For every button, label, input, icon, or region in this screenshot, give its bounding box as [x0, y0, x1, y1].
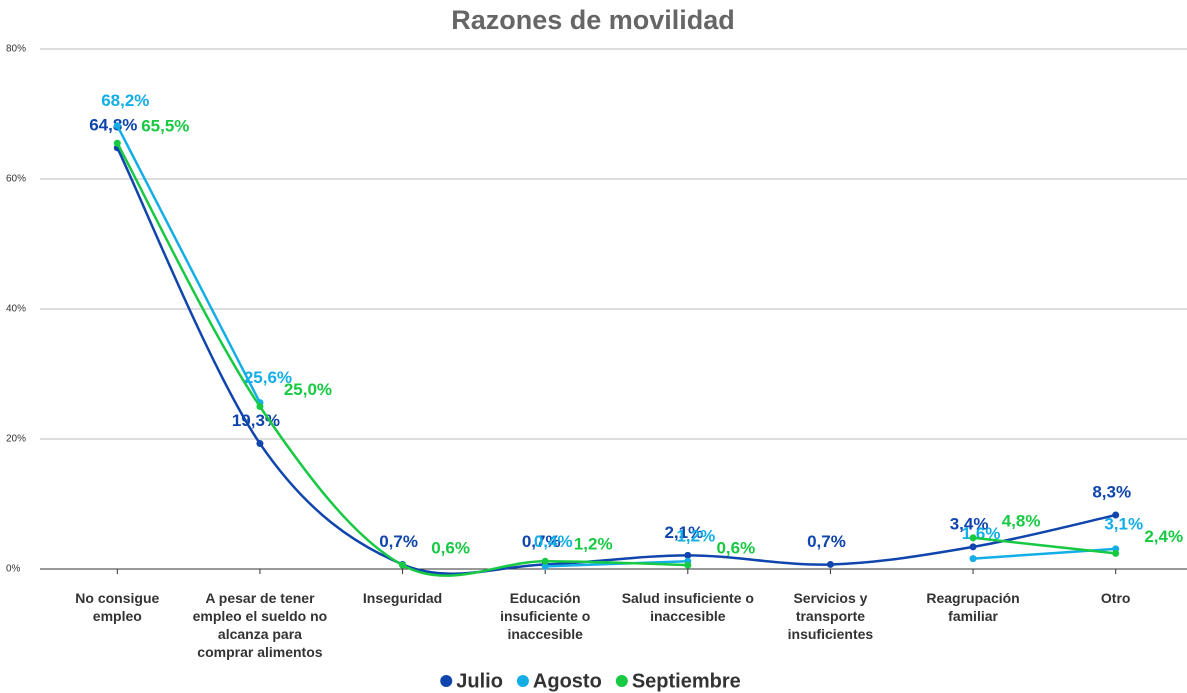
- data-label: 25,0%: [284, 380, 332, 399]
- legend-item: Agosto: [516, 670, 602, 692]
- y-tick-label: 60%: [6, 174, 26, 185]
- point: [969, 555, 977, 563]
- data-label: 64,8%: [89, 115, 137, 134]
- data-label: 4,8%: [1002, 511, 1041, 530]
- legend-label: Julio: [456, 670, 503, 692]
- point: [1112, 549, 1120, 557]
- point: [541, 562, 549, 570]
- series-line: [116, 125, 262, 404]
- series-line: [116, 142, 688, 577]
- y-tick-label: 20%: [6, 434, 26, 445]
- point: [684, 561, 692, 569]
- series-line: [972, 547, 1116, 560]
- legend-marker: [516, 675, 529, 687]
- data-label: 0,6%: [431, 539, 470, 558]
- data-label: 0,6%: [716, 539, 755, 558]
- point: [256, 440, 264, 448]
- x-tick-label: Servicios y transporte insuficientes: [787, 590, 874, 642]
- point: [684, 551, 692, 559]
- x-tick-label: Educación insuficiente o inaccesible: [500, 590, 591, 642]
- point: [1112, 511, 1120, 519]
- point: [969, 543, 977, 551]
- point: [113, 139, 121, 147]
- data-label: 1,2%: [574, 535, 613, 554]
- legend-marker: [615, 675, 628, 687]
- data-label: 0,7%: [522, 532, 561, 551]
- series-line: [116, 147, 1116, 575]
- data-label: 19,3%: [232, 411, 280, 430]
- chart-title: Razones de movilidad: [451, 5, 735, 35]
- data-label: 0,4%: [534, 532, 573, 551]
- series-line: [972, 536, 1116, 555]
- point: [113, 122, 121, 130]
- point: [826, 560, 834, 568]
- legend-marker: [440, 675, 453, 687]
- legend-label: Septiembre: [632, 670, 741, 692]
- data-label: 2,4%: [1144, 527, 1183, 546]
- legend-label: Agosto: [533, 670, 602, 692]
- point: [256, 403, 264, 410]
- data-label: 3,4%: [950, 514, 989, 533]
- data-label: 8,3%: [1092, 483, 1131, 502]
- data-label: 2,1%: [664, 523, 703, 542]
- data-label: 0,7%: [379, 532, 418, 551]
- data-label: 3,1%: [1104, 514, 1143, 533]
- legend-item: Septiembre: [615, 670, 741, 692]
- point: [541, 557, 549, 565]
- x-tick-label: No consigue empleo: [75, 590, 160, 624]
- point: [399, 561, 407, 569]
- x-tick-label: Inseguridad: [362, 590, 443, 606]
- data-label: 25,6%: [244, 368, 292, 387]
- x-tick-label: Reagrupación familiar: [926, 590, 1020, 624]
- point: [969, 534, 977, 542]
- y-tick-label: 80%: [6, 44, 26, 55]
- legend: Julio Agosto Septiembre: [440, 670, 741, 692]
- y-tick-label: 0%: [6, 564, 21, 575]
- data-label: 1,2%: [676, 527, 715, 546]
- x-tick-label: Salud insuficiente o inaccesible: [621, 590, 754, 624]
- data-label: 68,2%: [101, 91, 149, 110]
- x-tick-label: A pesar de tener empleo el sueldo no alc…: [192, 590, 328, 660]
- data-label: 65,5%: [141, 117, 189, 136]
- data-label: 0,7%: [807, 532, 846, 551]
- x-tick-label: Otro: [1100, 590, 1131, 606]
- legend-item: Julio: [440, 670, 503, 692]
- y-tick-label: 40%: [6, 304, 26, 315]
